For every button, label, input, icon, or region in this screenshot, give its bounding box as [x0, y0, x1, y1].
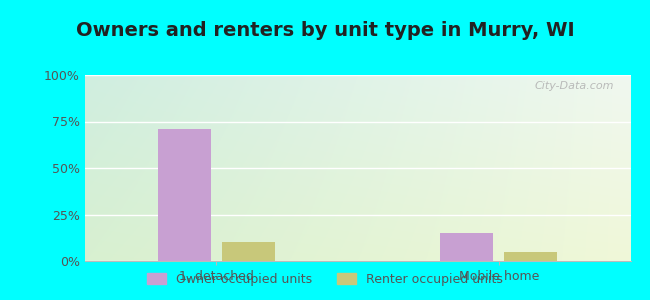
- Bar: [222, 242, 275, 261]
- Bar: [504, 252, 557, 261]
- Legend: Owner occupied units, Renter occupied units: Owner occupied units, Renter occupied un…: [142, 268, 508, 291]
- Text: City-Data.com: City-Data.com: [534, 81, 614, 91]
- Bar: [158, 129, 211, 261]
- Text: Owners and renters by unit type in Murry, WI: Owners and renters by unit type in Murry…: [75, 21, 575, 40]
- Bar: [440, 233, 493, 261]
